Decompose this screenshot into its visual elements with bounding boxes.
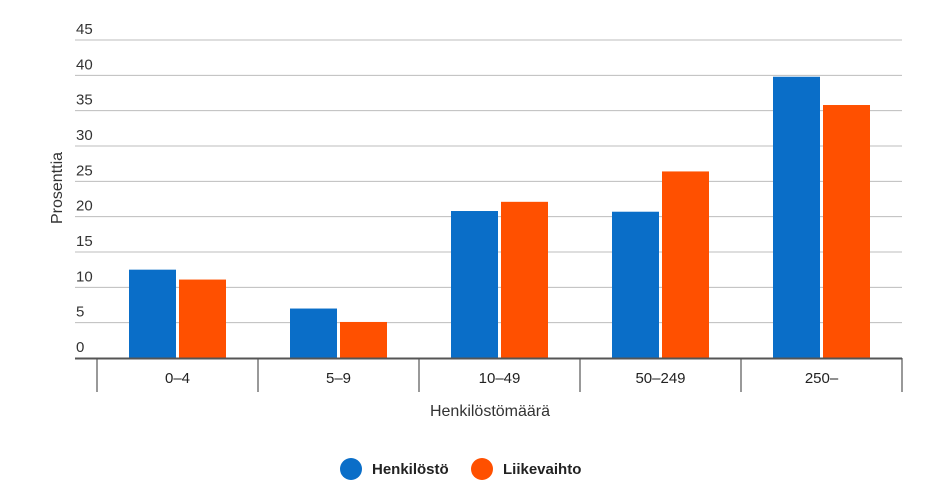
y-tick-label: 45 bbox=[76, 21, 93, 38]
bar-liikevaihto-2 bbox=[501, 201, 548, 358]
x-tick-label: 0–4 bbox=[165, 370, 190, 387]
x-tick-label: 250– bbox=[805, 370, 839, 387]
y-tick-label: 0 bbox=[76, 339, 84, 356]
x-axis-title: Henkilöstömäärä bbox=[430, 403, 550, 420]
y-axis-title: Prosenttia bbox=[49, 152, 66, 224]
legend-swatch-henkilosto bbox=[340, 458, 362, 480]
legend: Henkilöstö Liikevaihto bbox=[340, 458, 581, 480]
legend-label-henkilosto: Henkilöstö bbox=[372, 461, 449, 478]
y-tick-labels: 0 5 10 15 20 25 30 35 40 45 bbox=[76, 21, 93, 356]
y-tick-label: 5 bbox=[76, 304, 84, 321]
bar-liikevaihto-0 bbox=[179, 279, 226, 358]
bar-liikevaihto-1 bbox=[340, 321, 387, 358]
y-tick-label: 35 bbox=[76, 92, 93, 109]
y-tick-label: 40 bbox=[76, 56, 93, 73]
bar-henkilosto-3 bbox=[612, 211, 659, 358]
bar-henkilosto-4 bbox=[773, 76, 820, 358]
x-axis: 0–4 5–9 10–49 50–249 250– bbox=[75, 357, 903, 392]
y-tick-label: 15 bbox=[76, 233, 93, 250]
x-tick-label: 10–49 bbox=[479, 370, 521, 387]
bar-henkilosto-1 bbox=[290, 308, 337, 358]
bar-henkilosto-2 bbox=[451, 211, 498, 358]
y-tick-label: 20 bbox=[76, 198, 93, 215]
y-tick-label: 25 bbox=[76, 162, 93, 179]
legend-label-liikevaihto: Liikevaihto bbox=[503, 461, 581, 478]
x-tick-label: 50–249 bbox=[635, 370, 685, 387]
bars bbox=[129, 76, 870, 358]
bar-liikevaihto-4 bbox=[823, 105, 870, 358]
y-tick-label: 10 bbox=[76, 268, 93, 285]
bar-liikevaihto-3 bbox=[662, 171, 709, 358]
bar-henkilosto-0 bbox=[129, 269, 176, 358]
legend-swatch-liikevaihto bbox=[471, 458, 493, 480]
y-tick-label: 30 bbox=[76, 127, 93, 144]
x-tick-label: 5–9 bbox=[326, 370, 351, 387]
